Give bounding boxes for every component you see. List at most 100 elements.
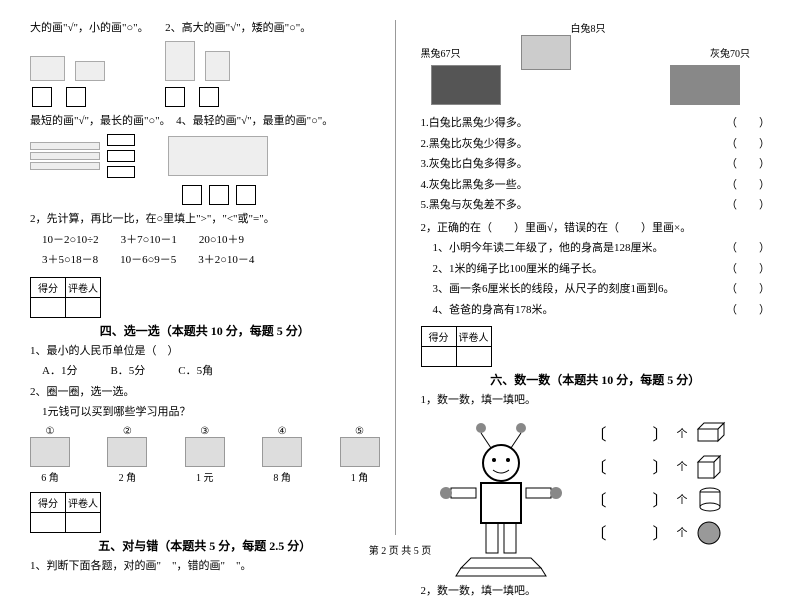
page-number: 第 2 页 共 5 页 bbox=[0, 542, 800, 557]
item-label: 8 角 bbox=[262, 469, 302, 484]
unit-label: 个 bbox=[677, 491, 688, 507]
paren-blank[interactable]: （ ） bbox=[726, 115, 770, 132]
section-6-title: 六、数一数（本题共 10 分，每题 5 分） bbox=[421, 371, 771, 388]
paren-blank[interactable]: （ ） bbox=[726, 240, 770, 257]
item-label: 2 角 bbox=[107, 469, 147, 484]
answer-box[interactable] bbox=[107, 134, 135, 146]
right-column: 白兔8只 黑兔67只 灰兔70只 1.白兔比黑兔少得多。 （ ） 2.黑兔比灰兔少… bbox=[416, 20, 771, 535]
answer-box[interactable] bbox=[199, 87, 219, 107]
score-label: 得分 bbox=[31, 277, 66, 297]
q1-images-row1 bbox=[30, 41, 380, 81]
rq2-1: 1、小明今年读二年级了，他的身高是128厘米。 bbox=[433, 240, 664, 257]
panda-short-img bbox=[205, 51, 230, 81]
q2-title: 2，先计算，再比一比，在○里填上">"，"<"或"="。 bbox=[30, 211, 380, 228]
bracket-close: 〕 bbox=[653, 520, 669, 544]
rq2-2: 2、1米的绳子比100厘米的绳子长。 bbox=[433, 261, 604, 278]
grader-label: 评卷人 bbox=[456, 327, 491, 347]
white-rabbit-label: 白兔8只 bbox=[571, 24, 606, 35]
rq2-title: 2，正确的在（ ）里画√，错误的在（ ）里画×。 bbox=[421, 220, 771, 237]
bracket-close: 〕 bbox=[653, 487, 669, 511]
fan-large-img bbox=[30, 56, 65, 81]
q1-line1: 大的画"√"，小的画"○"。 2、高大的画"√"，矮的画"○"。 bbox=[30, 20, 380, 37]
item-pic bbox=[107, 437, 147, 467]
answer-box[interactable] bbox=[209, 185, 229, 205]
answer-box[interactable] bbox=[165, 87, 185, 107]
gray-rabbit-label: 灰兔70只 bbox=[710, 49, 750, 60]
cylinder-icon bbox=[696, 487, 726, 512]
grader-label: 评卷人 bbox=[66, 492, 101, 512]
unit-label: 个 bbox=[677, 425, 688, 441]
unit-label: 个 bbox=[677, 524, 688, 540]
grader-cell[interactable] bbox=[66, 297, 101, 317]
bracket-open: 〔 bbox=[591, 520, 607, 544]
item-pic bbox=[30, 437, 70, 467]
answer-box[interactable] bbox=[107, 150, 135, 162]
rope-img bbox=[30, 152, 100, 160]
paren-blank[interactable]: （ ） bbox=[726, 281, 770, 298]
answer-box[interactable] bbox=[182, 185, 202, 205]
item-pic bbox=[262, 437, 302, 467]
r3: 3.灰兔比白兔多得多。 bbox=[421, 156, 528, 173]
item-label: 1 元 bbox=[185, 469, 225, 484]
paren-blank[interactable]: （ ） bbox=[726, 156, 770, 173]
shape-counts: 〔〕个 〔〕个 〔〕个 〔〕个 bbox=[591, 413, 726, 553]
r2: 2.黑兔比灰兔少得多。 bbox=[421, 136, 528, 153]
paren-blank[interactable]: （ ） bbox=[726, 177, 770, 194]
black-rabbit-img bbox=[431, 65, 501, 105]
cuboid-icon bbox=[696, 421, 726, 446]
item-num: ① bbox=[30, 426, 70, 437]
score-cell[interactable] bbox=[31, 512, 66, 532]
panda-tall-img bbox=[165, 41, 195, 81]
bracket-close: 〕 bbox=[653, 421, 669, 445]
s4-q1-opts: A．1分 B．5分 C．5角 bbox=[42, 363, 380, 380]
rope-img bbox=[30, 162, 100, 170]
rq2-3: 3、画一条6厘米长的线段，从尺子的刻度1画到6。 bbox=[433, 281, 675, 298]
bracket-close: 〕 bbox=[653, 454, 669, 478]
score-cell[interactable] bbox=[421, 347, 456, 367]
item-label: 6 角 bbox=[30, 469, 70, 484]
bracket-open: 〔 bbox=[591, 421, 607, 445]
bracket-open: 〔 bbox=[591, 454, 607, 478]
grader-label: 评卷人 bbox=[66, 277, 101, 297]
q2-row-b: 3＋5○18－8 10－6○9－5 3＋2○10－4 bbox=[42, 252, 380, 269]
item-num: ⑤ bbox=[340, 426, 380, 437]
item-pic bbox=[340, 437, 380, 467]
s6-q1: 1，数一数，填一填吧。 bbox=[421, 392, 771, 409]
item-pic bbox=[185, 437, 225, 467]
q1-images-row2 bbox=[30, 133, 380, 179]
s4-q1: 1、最小的人民币单位是（ ） bbox=[30, 343, 380, 360]
score-label: 得分 bbox=[421, 327, 456, 347]
grader-cell[interactable] bbox=[66, 512, 101, 532]
item-num: ④ bbox=[262, 426, 302, 437]
answer-box[interactable] bbox=[107, 166, 135, 178]
answer-box[interactable] bbox=[66, 87, 86, 107]
list-item: ② 2 角 bbox=[107, 426, 147, 484]
white-rabbit-img bbox=[521, 35, 571, 70]
cube-icon bbox=[696, 454, 726, 479]
paren-blank[interactable]: （ ） bbox=[726, 302, 770, 319]
r1: 1.白兔比黑兔少得多。 bbox=[421, 115, 528, 132]
list-item: ③1 元 bbox=[185, 426, 225, 484]
score-table: 得分评卷人 bbox=[421, 326, 492, 367]
score-table: 得分评卷人 bbox=[30, 492, 101, 533]
paren-blank[interactable]: （ ） bbox=[726, 136, 770, 153]
q2-row-a: 10－2○10÷2 3＋7○10－1 20○10＋9 bbox=[42, 232, 380, 249]
paren-blank[interactable]: （ ） bbox=[726, 261, 770, 278]
bracket-open: 〔 bbox=[591, 487, 607, 511]
q1-line2: 最短的画"√"，最长的画"○"。 4、最轻的画"√"，最重的画"○"。 bbox=[30, 113, 380, 130]
answer-box[interactable] bbox=[32, 87, 52, 107]
rabbits-diagram: 白兔8只 黑兔67只 灰兔70只 bbox=[421, 20, 771, 110]
balance-img bbox=[168, 136, 268, 176]
s4-q2: 2、圈一圈，选一选。 bbox=[30, 384, 380, 401]
grader-cell[interactable] bbox=[456, 347, 491, 367]
s6-q2: 2，数一数，填一填吧。 bbox=[421, 583, 771, 599]
item-num: ② bbox=[107, 426, 147, 437]
answer-box[interactable] bbox=[236, 185, 256, 205]
r5: 5.黑兔与灰兔差不多。 bbox=[421, 197, 528, 214]
score-cell[interactable] bbox=[31, 297, 66, 317]
paren-blank[interactable]: （ ） bbox=[726, 197, 770, 214]
section-4-title: 四、选一选（本题共 10 分，每题 5 分） bbox=[30, 322, 380, 339]
items-row: ①6 角 ②2 角 ③1 元 ④8 角 ⑤1 角 bbox=[30, 426, 380, 484]
unit-label: 个 bbox=[677, 458, 688, 474]
gray-rabbit-img bbox=[670, 65, 740, 105]
